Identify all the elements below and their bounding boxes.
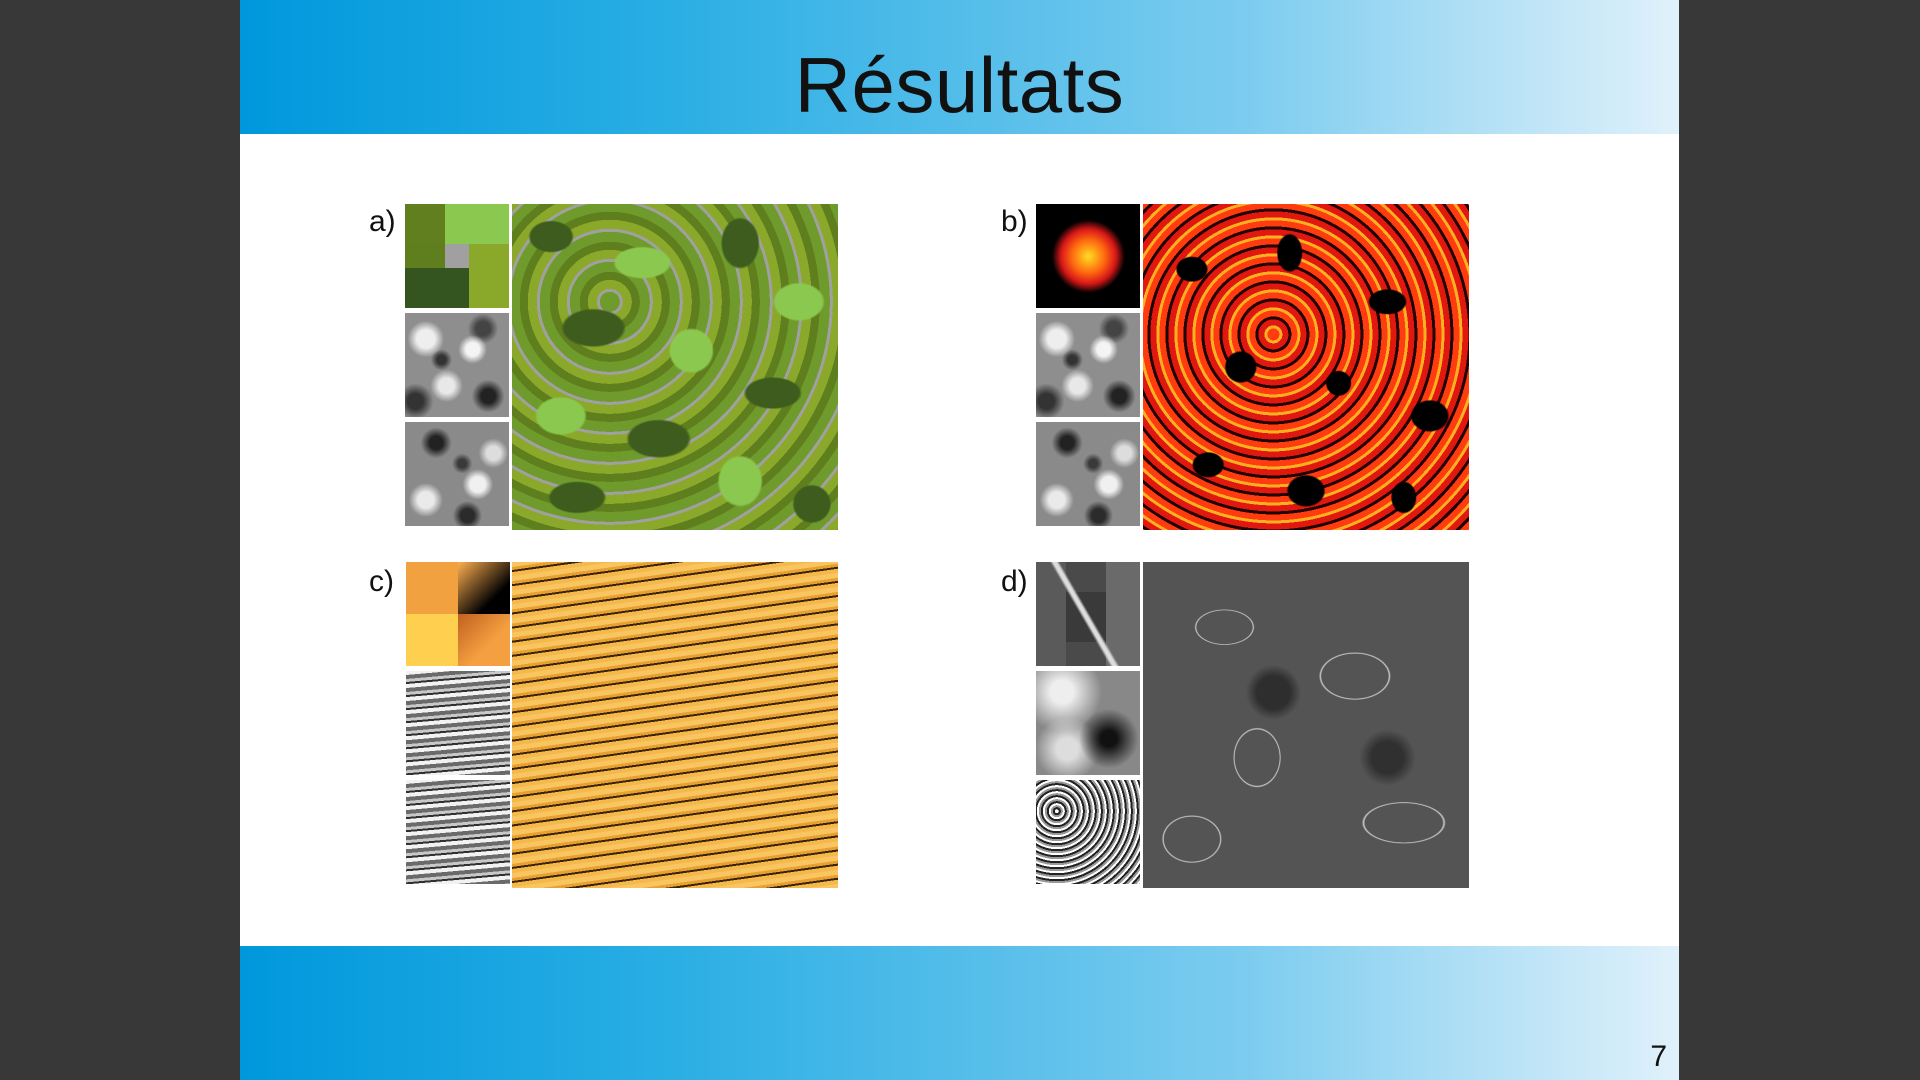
- panel-d-result-image: [1143, 562, 1469, 888]
- panel-c-label: c): [369, 565, 394, 598]
- slide: Résultats a) b) c) d) 7: [240, 0, 1679, 1080]
- panel-b-noise-image-1: [1036, 313, 1140, 417]
- slide-footer: 7: [240, 946, 1679, 1080]
- slide-header: Résultats: [240, 0, 1679, 134]
- panel-d-noise-image-1: [1036, 671, 1140, 775]
- panel-a-noise-image-1: [405, 313, 509, 417]
- panel-a-noise-image-2: [405, 422, 509, 526]
- panel-a-result-image: [512, 204, 838, 530]
- panel-d-label: d): [1001, 565, 1028, 598]
- page-number: 7: [1650, 1040, 1667, 1073]
- panel-b-noise-image-2: [1036, 422, 1140, 526]
- panel-d-noise-image-2: [1036, 780, 1140, 884]
- panel-b-label: b): [1001, 205, 1028, 238]
- panel-b-result-image: [1143, 204, 1469, 530]
- panel-a-palette-image: [405, 204, 509, 308]
- slide-title: Résultats: [794, 41, 1125, 129]
- panel-d-palette-image: [1036, 562, 1140, 666]
- panel-c-noise-image-1: [406, 671, 510, 775]
- panel-c-result-image: [512, 562, 838, 888]
- panel-c-palette-image: [406, 562, 510, 666]
- panel-b-palette-image: [1036, 204, 1140, 308]
- panel-a-label: a): [369, 205, 396, 238]
- panel-c-noise-image-2: [406, 780, 510, 884]
